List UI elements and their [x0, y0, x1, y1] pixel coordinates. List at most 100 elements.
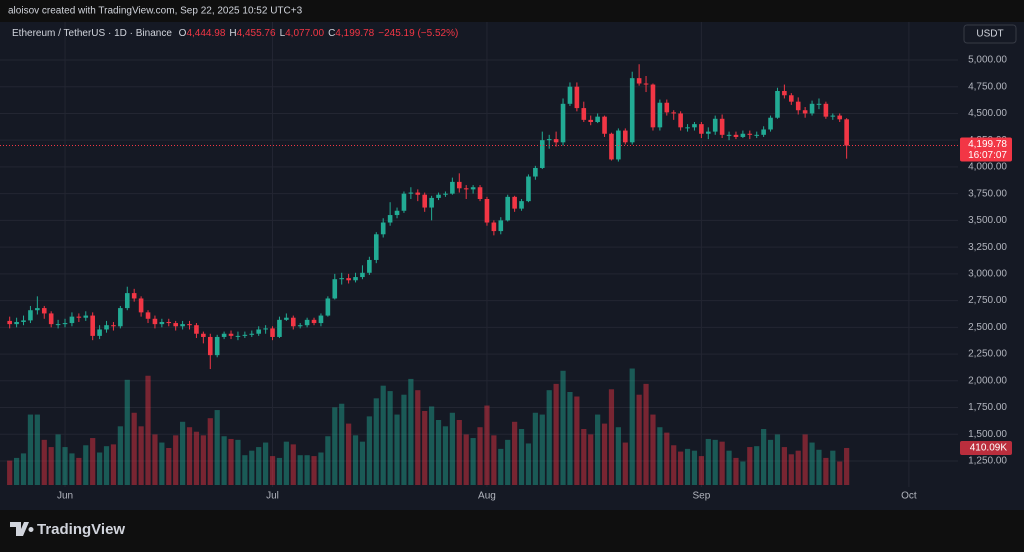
- ohlc-value: 4,444.98: [186, 28, 225, 39]
- candle-body: [367, 259, 372, 273]
- candle-body: [7, 320, 12, 325]
- candle-body: [664, 102, 670, 113]
- candle-body: [491, 222, 497, 232]
- ohlc-value: 4,199.78: [335, 28, 374, 39]
- candle-body: [795, 101, 801, 111]
- candle-body: [567, 86, 573, 104]
- candle-body: [284, 317, 289, 320]
- candle-body: [685, 127, 690, 129]
- candle-body: [470, 187, 476, 190]
- volume-bar: [449, 412, 455, 485]
- volume-bar: [684, 448, 691, 485]
- candle-body: [657, 102, 663, 128]
- candle-body: [740, 133, 746, 137]
- volume-bar: [795, 450, 801, 485]
- volume-bar: [214, 410, 220, 485]
- volume-bar: [394, 414, 400, 485]
- candle-body: [256, 329, 261, 334]
- currency[interactable]: USDT: [976, 29, 1003, 40]
- volume-bar: [339, 403, 345, 485]
- volume-bar: [837, 461, 843, 485]
- candle-body: [111, 325, 116, 327]
- volume-bar: [754, 446, 760, 485]
- ohlc-key: H: [229, 28, 236, 39]
- volume-bar: [802, 434, 808, 485]
- volume-bar: [657, 427, 663, 485]
- volume-bar: [193, 431, 200, 485]
- candle-body: [802, 110, 808, 114]
- candle-body: [692, 124, 697, 128]
- candle-body: [622, 130, 628, 143]
- volume-bar: [698, 456, 704, 485]
- candle-body: [712, 118, 718, 132]
- candle-body: [69, 316, 75, 324]
- last-price-box: [960, 137, 1012, 162]
- ohlc-key: C: [328, 28, 335, 39]
- volume-bar: [90, 438, 96, 485]
- candle-body: [387, 215, 393, 223]
- volume-bar: [159, 442, 165, 485]
- candle-body: [90, 315, 95, 336]
- volume-bar: [366, 416, 372, 485]
- candle-body: [118, 308, 123, 327]
- candle-body: [782, 90, 787, 96]
- volume-bar: [498, 448, 504, 485]
- volume-bar: [788, 454, 794, 485]
- currency-button[interactable]: [963, 24, 1017, 44]
- volume-bar: [816, 449, 822, 485]
- volume-label: 410.09K: [970, 443, 1008, 454]
- volume-bar: [740, 461, 746, 485]
- candle-body: [290, 317, 296, 327]
- volume-bar: [242, 455, 248, 485]
- volume-bar: [691, 450, 698, 485]
- candle-body: [187, 324, 192, 326]
- volume-bar: [200, 435, 206, 485]
- volume-bar: [456, 419, 462, 485]
- candle-body: [145, 312, 151, 319]
- candle-body: [339, 278, 344, 280]
- y-tick-label: 4,000.00: [968, 162, 1007, 173]
- y-tick-label: 3,250.00: [968, 242, 1007, 253]
- logo-icon: [10, 522, 34, 536]
- volume-bar: [186, 427, 193, 485]
- change: −245.19 (−5.52%): [378, 28, 458, 39]
- volume-bar: [256, 447, 262, 485]
- candle-body: [546, 139, 552, 141]
- volume-layer: [7, 368, 850, 485]
- candle-body: [62, 323, 68, 325]
- y-tick-label: 4,750.00: [968, 81, 1007, 92]
- volume-bar: [505, 439, 511, 485]
- x-tick-label: Jul: [266, 491, 279, 502]
- candle-body: [809, 103, 815, 114]
- candle-body: [699, 124, 704, 134]
- candle-body: [55, 324, 61, 326]
- candle-body: [768, 117, 773, 130]
- volume-bar: [823, 457, 829, 485]
- candle-body: [360, 272, 365, 278]
- volume-bar: [69, 453, 75, 485]
- volume-bar: [553, 383, 559, 485]
- volume-bar: [180, 421, 186, 485]
- volume-bar: [830, 450, 836, 485]
- volume-bar: [442, 426, 449, 485]
- volume-bar: [373, 398, 379, 485]
- volume-bar: [733, 457, 739, 485]
- volume-bar: [567, 392, 573, 485]
- volume-bar: [138, 426, 144, 485]
- x-tick-label: Jun: [57, 491, 73, 502]
- volume-label-box: [960, 440, 1012, 455]
- symbol-title: Ethereum / TetherUS · 1D · Binance: [12, 28, 172, 39]
- candle-body: [636, 78, 642, 84]
- volume-bar: [269, 456, 276, 485]
- volume-bar: [650, 414, 656, 485]
- countdown: 16:07:07: [968, 150, 1007, 161]
- candle-body: [553, 139, 559, 143]
- candle-body: [747, 133, 753, 135]
- candle-body: [602, 116, 607, 134]
- candle-body: [214, 336, 220, 356]
- candle-body: [429, 197, 434, 208]
- volume-bar: [435, 419, 442, 485]
- volume-bar: [221, 436, 227, 485]
- candle-body: [422, 194, 428, 208]
- volume-bar: [622, 442, 628, 485]
